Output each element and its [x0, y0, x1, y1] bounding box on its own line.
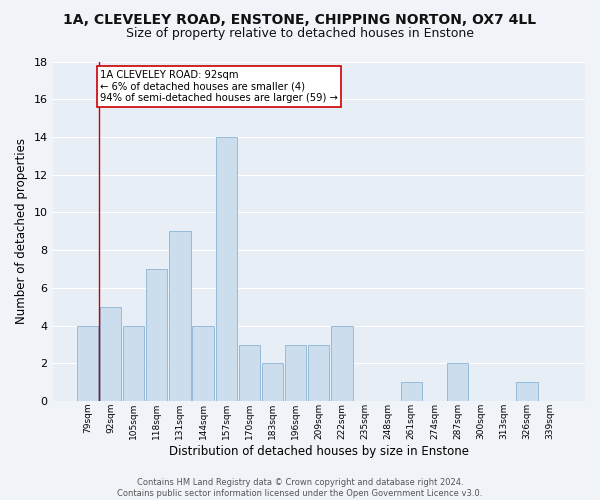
Text: Size of property relative to detached houses in Enstone: Size of property relative to detached ho… — [126, 28, 474, 40]
Bar — [146, 269, 167, 401]
Bar — [215, 137, 237, 401]
Bar — [123, 326, 145, 401]
Bar — [401, 382, 422, 401]
Bar — [100, 307, 121, 401]
Bar — [193, 326, 214, 401]
Text: 1A CLEVELEY ROAD: 92sqm
← 6% of detached houses are smaller (4)
94% of semi-deta: 1A CLEVELEY ROAD: 92sqm ← 6% of detached… — [100, 70, 338, 103]
Bar — [285, 344, 306, 401]
Bar — [331, 326, 353, 401]
Bar — [308, 344, 329, 401]
Bar — [239, 344, 260, 401]
Y-axis label: Number of detached properties: Number of detached properties — [15, 138, 28, 324]
X-axis label: Distribution of detached houses by size in Enstone: Distribution of detached houses by size … — [169, 444, 469, 458]
Bar — [77, 326, 98, 401]
Bar — [169, 232, 191, 401]
Bar — [517, 382, 538, 401]
Bar — [262, 364, 283, 401]
Bar — [447, 364, 468, 401]
Text: Contains HM Land Registry data © Crown copyright and database right 2024.
Contai: Contains HM Land Registry data © Crown c… — [118, 478, 482, 498]
Text: 1A, CLEVELEY ROAD, ENSTONE, CHIPPING NORTON, OX7 4LL: 1A, CLEVELEY ROAD, ENSTONE, CHIPPING NOR… — [64, 12, 536, 26]
